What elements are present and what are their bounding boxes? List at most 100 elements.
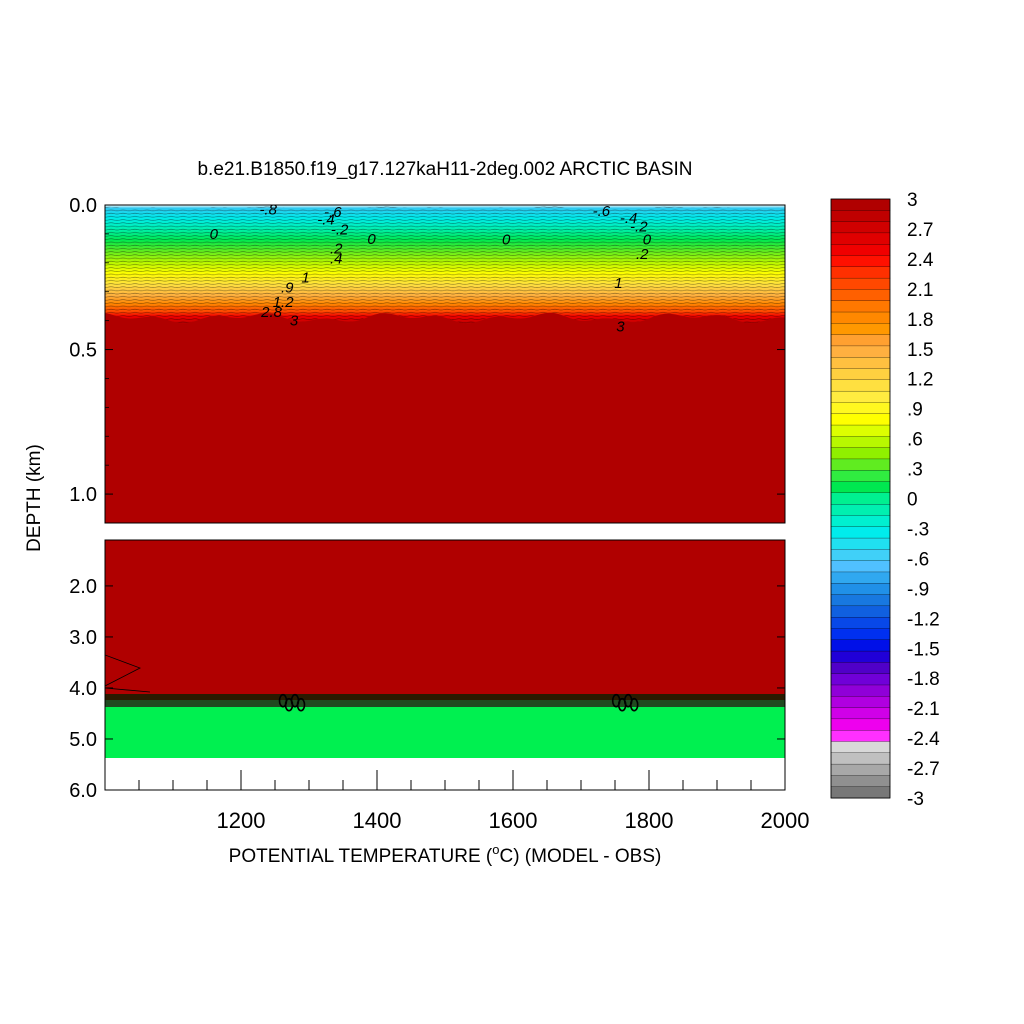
contour-label: 0 [643,232,652,249]
colorbar-swatch [830,402,891,415]
colorbar-swatch [830,730,891,742]
y-tick-label: 3.0 [69,627,97,649]
contour-label: 1 [614,275,622,292]
y-tick-label: 0.0 [69,195,97,217]
x-axis-label-degree: o [492,842,499,857]
colorbar-swatch [830,752,891,765]
colorbar-swatch [830,368,891,381]
colorbar-swatch [830,605,891,618]
colorbar-label: -1.8 [907,669,940,690]
contour-label: -.6 [593,203,611,220]
colorbar-label: -2.4 [907,729,940,750]
colorbar-swatch [830,662,891,675]
colorbar-swatch [830,594,891,607]
contour-label: -.6 [324,204,342,221]
contour-loop [296,697,306,712]
lower-panel-left-contour [105,654,151,693]
colorbar-swatch [830,470,891,482]
colorbar-swatch [830,504,891,516]
contour-label: -.8 [259,201,277,218]
colorbar-swatch [830,639,891,652]
colorbar-label: 1.8 [907,310,933,331]
colorbar-swatch [830,255,891,268]
colorbar-swatch [830,436,891,449]
colorbar-swatch [830,210,891,223]
colorbar-swatch [830,549,891,562]
colorbar-label: 2.1 [907,280,933,301]
colorbar: 3 2.7 2.4 2.1 1.8 1.5 1.2 .9 .6 .3 0 -.3 -.6 -.9 -1.2 -… [830,190,940,810]
lower-panel-warm-field [105,540,785,696]
lower-panel-green-field [105,707,785,758]
colorbar-swatch [830,775,891,788]
x-tick-label: 1800 [625,808,674,833]
y-tick-label: 6.0 [69,780,97,802]
x-axis-label-prefix: POTENTIAL TEMPERATURE ( [229,846,493,867]
x-tick-label: 2000 [761,808,810,833]
x-tick-label: 1600 [489,808,538,833]
colorbar-label: -1.5 [907,639,940,660]
colorbar-swatch [830,244,891,256]
lower-panel-transition-band [105,700,785,707]
contour-label: 1 [301,269,309,286]
x-tick-label: 1200 [217,808,266,833]
contour-label: .9 [281,279,294,296]
colorbar-swatch [830,617,891,629]
colorbar-swatch [830,718,891,731]
contour-label: 0 [367,231,376,248]
colorbar-swatch [830,763,891,776]
colorbar-label: 1.2 [907,370,933,391]
contour-label: 2.8 [260,304,283,321]
colorbar-swatch [830,289,891,302]
upper-warm-boundary [105,312,785,523]
colorbar-label: .3 [907,460,923,481]
contour-label: -.4 [317,211,335,228]
x-axis-label: POTENTIAL TEMPERATURE (oC) (MODEL - OBS) [229,842,662,867]
colorbar-swatch [830,741,891,754]
upper-panel: -.8 -.6-.4-.20 0.2.41.91.22.83-.6 -.4-.20.2… [104,201,786,524]
colorbar-label: -.9 [907,579,929,600]
colorbar-swatch [830,311,891,324]
colorbar-swatch [830,424,891,437]
colorbar-label: .6 [907,430,923,451]
colorbar-swatch [830,345,891,358]
contour-cluster [278,693,306,712]
lower-panel-dark-band [105,694,785,700]
colorbar-label: -.6 [907,549,929,570]
colorbar-swatch [830,583,891,596]
colorbar-swatch [830,481,891,494]
colorbar-swatch [830,571,891,584]
contour-label: 3 [290,313,299,330]
y-axis-label: DEPTH (km) [24,444,45,552]
colorbar-swatch [830,492,891,505]
colorbar-swatch [830,628,891,641]
colorbar-swatch [830,232,891,245]
colorbar-label: .9 [907,400,923,421]
colorbar-label: 3 [907,190,918,211]
contour-loop [629,697,639,712]
colorbar-swatch [830,198,891,211]
colorbar-swatch [830,447,891,460]
x-axis-ticks: 1200 1400 1600 1800 2000 [138,770,810,833]
contour-label: 3 [616,318,625,335]
colorbar-swatch [830,334,891,347]
contour-label: 1.2 [273,294,295,311]
colorbar-swatch [830,413,891,426]
colorbar-swatch [830,515,891,528]
x-tick-label: 1400 [353,808,402,833]
colorbar-swatch [830,786,891,799]
x-axis-label-suffix: C) (MODEL - OBS) [499,846,661,867]
y-axis-ticks: 0.0 0.5 1.0 2.0 3.0 4.0 5.0 6.0 [69,195,785,802]
colorbar-swatch [830,537,891,550]
colorbar-swatch [830,684,891,697]
y-tick-label: 0.5 [69,340,97,362]
colorbar-swatch [830,266,891,279]
contour-label: -.2 [630,219,648,236]
colorbar-swatch [830,560,891,573]
colorbar-label: 1.5 [907,340,933,361]
colorbar-label: -.3 [907,519,929,540]
colorbar-label: 2.4 [907,250,934,271]
colorbar-swatch [830,300,891,313]
upper-panel-frame [104,204,786,524]
contour-label: -.4 [620,210,638,227]
